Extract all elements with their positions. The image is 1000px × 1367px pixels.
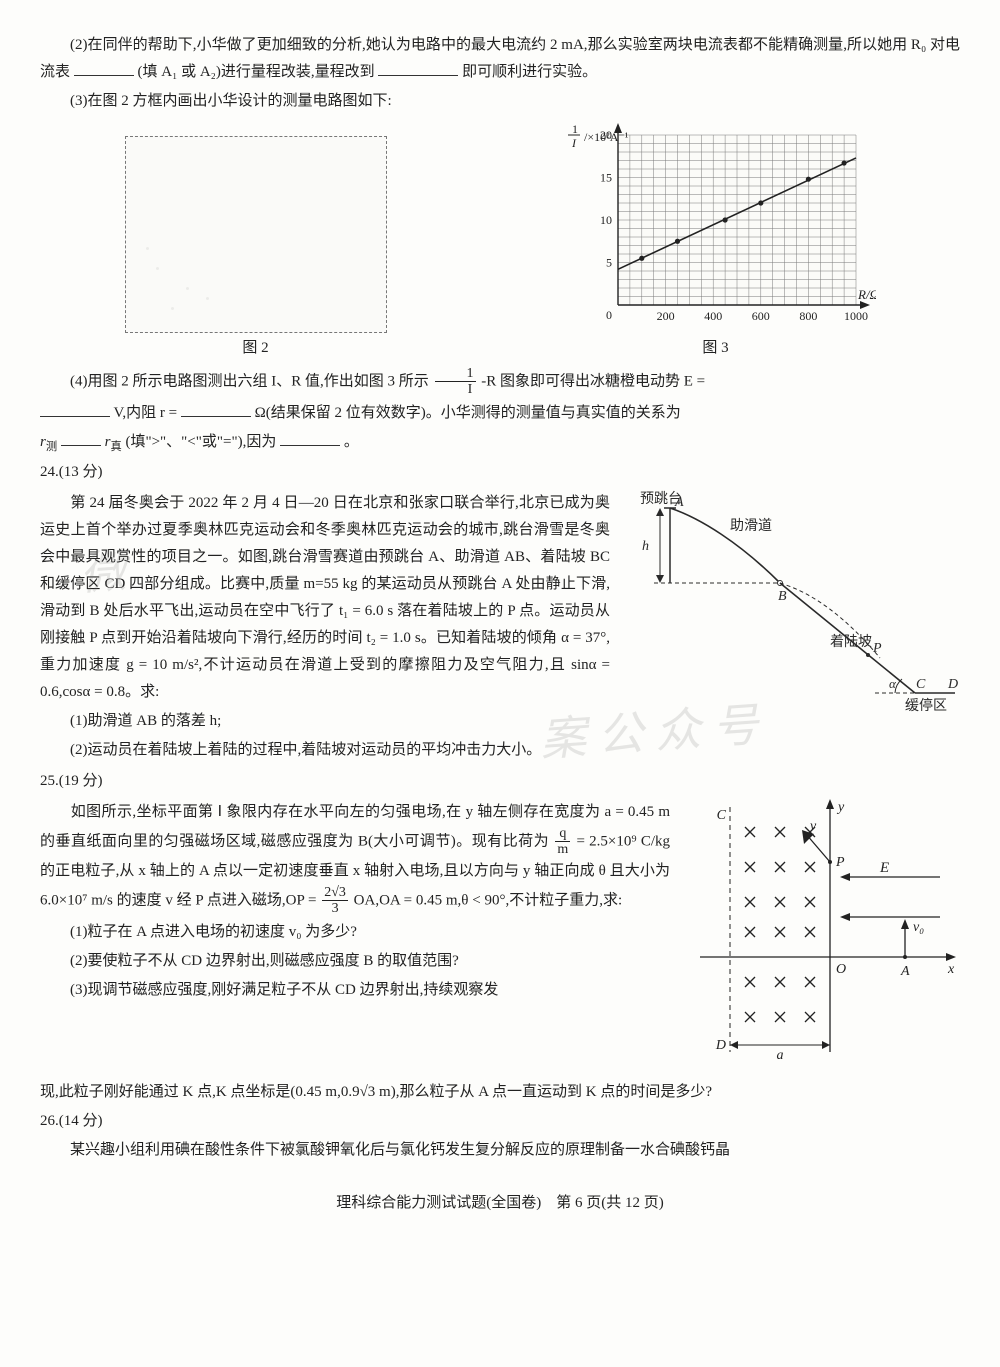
q24-row: 第 24 届冬奥会于 2022 年 2 月 4 日—20 日在北京和张家口联合举… [40, 488, 960, 766]
q23-p4-g: (填">"、"<"或"="),因为 [125, 434, 276, 450]
q23-part2-text-b: (填 A₁ 或 A₂)进行量程改装,量程改到 [138, 64, 375, 80]
q25-sub1: (1)粒子在 A 点进入电场的初速度 v₀ 为多少? [40, 919, 670, 946]
svg-text:1000: 1000 [844, 309, 868, 323]
q25-frac-op: 2√3 3 [322, 885, 348, 917]
q23-part4-line2: V,内阻 r = Ω(结果保留 2 位有效数字)。小华测得的测量值与真实值的关系… [40, 400, 960, 427]
svg-text:E: E [879, 860, 889, 876]
q23-p4-d: Ω(结果保留 2 位有效数字)。小华测得的测量值与真实值的关系为 [255, 405, 681, 421]
q25-figure: C Da y x O A P Ev v₀ [680, 797, 960, 1077]
q23-p4-sub-true: 真 [110, 441, 121, 453]
svg-text:助滑道: 助滑道 [730, 517, 772, 534]
q25-tail: 现,此粒子刚好能通过 K 点,K 点坐标是(0.45 m,0.9√3 m),那么… [40, 1079, 960, 1106]
svg-text:P: P [835, 855, 845, 870]
svg-text:y: y [836, 800, 845, 815]
q25-sub2: (2)要使粒子不从 CD 边界射出,则磁感应强度 B 的取值范围? [40, 948, 670, 975]
q23-blank-compare [61, 430, 101, 446]
q23-part3: (3)在图 2 方框内画出小华设计的测量电路图如下: [40, 88, 960, 115]
svg-text:800: 800 [799, 309, 817, 323]
q24-body: 第 24 届冬奥会于 2022 年 2 月 4 日—20 日在北京和张家口联合举… [40, 490, 610, 706]
q25-body: 如图所示,坐标平面第 Ⅰ 象限内存在水平向左的匀强电场,在 y 轴左侧存在宽度为… [40, 799, 670, 917]
figure-3-chart: 200400600800100051015200R/Ω1I/×10²A⁻¹ [556, 123, 876, 333]
svg-text:A: A [900, 964, 910, 979]
q24-svg: 预跳台Ah助滑道B着陆坡PαCD缓停区 [620, 488, 960, 738]
q23-part2-text-c: 即可顺利进行实验。 [462, 64, 597, 80]
q23-blank-range [378, 60, 458, 76]
svg-text:P: P [872, 641, 882, 656]
figure-2-dashbox [125, 136, 387, 333]
q24-figure: 预跳台Ah助滑道B着陆坡PαCD缓停区 [620, 488, 960, 748]
svg-text:/×10²A⁻¹: /×10²A⁻¹ [584, 130, 629, 144]
q25-frac-op-num: 2√3 [322, 885, 348, 901]
q23-frac-1overI: 1 I [435, 366, 476, 398]
svg-text:x: x [947, 962, 955, 977]
svg-text:v: v [810, 819, 817, 834]
q23-blank-a1a2 [74, 60, 134, 76]
q23-blank-E [40, 401, 110, 417]
q25-svg: C Da y x O A P Ev v₀ [680, 797, 960, 1067]
q25-frac-qm-den: m [555, 842, 570, 857]
q24-text: 第 24 届冬奥会于 2022 年 2 月 4 日—20 日在北京和张家口联合举… [40, 488, 610, 766]
q25-header: 25.(19 分) [40, 768, 960, 795]
svg-text:α: α [889, 676, 897, 691]
q26-body: 某兴趣小组利用碘在酸性条件下被氯酸钾氧化后与氯化钙发生复分解反应的原理制备一水合… [40, 1137, 960, 1164]
q26-header: 26.(14 分) [40, 1108, 960, 1135]
svg-text:v₀: v₀ [913, 920, 924, 935]
svg-text:600: 600 [751, 309, 769, 323]
q25-frac-qm-num: q [555, 826, 570, 842]
svg-text:1: 1 [572, 123, 578, 136]
q24-sub1: (1)助滑道 AB 的落差 h; [40, 708, 610, 735]
q25-sub3: (3)现调节磁感应强度,刚好满足粒子不从 CD 边界射出,持续观察发 [40, 977, 670, 1004]
svg-text:400: 400 [704, 309, 722, 323]
q25-frac-qm: q m [555, 826, 570, 858]
q23-part4-line3: r测 r真 (填">"、"<"或"="),因为 。 [40, 429, 960, 457]
q23-p4-b: -R 图象即可得出冰糖橙电动势 E = [481, 373, 705, 389]
svg-text:B: B [778, 589, 787, 604]
svg-text:C: C [717, 808, 727, 823]
svg-text:0: 0 [606, 308, 612, 322]
q23-part2: (2)在同伴的帮助下,小华做了更加细致的分析,她认为电路中的最大电流约 2 mA… [40, 32, 960, 86]
svg-text:D: D [947, 677, 958, 692]
q23-figure-row: 图 2 200400600800100051015200R/Ω1I/×10²A⁻… [40, 123, 960, 362]
figure-3-caption: 图 3 [702, 335, 728, 362]
q23-frac-num: 1 [435, 366, 476, 382]
svg-text:5: 5 [606, 256, 612, 270]
q23-blank-r [181, 401, 251, 417]
svg-text:R/Ω: R/Ω [857, 287, 876, 302]
svg-text:D: D [715, 1038, 726, 1053]
svg-text:着陆坡: 着陆坡 [830, 634, 872, 650]
q23-p4-c: V,内阻 r = [113, 405, 177, 421]
page-footer: 理科综合能力测试试题(全国卷) 第 6 页(共 12 页) [40, 1190, 960, 1217]
q23-blank-reason [280, 430, 340, 446]
svg-text:a: a [777, 1048, 784, 1063]
q24-header: 24.(13 分) [40, 459, 960, 486]
q25-text: 如图所示,坐标平面第 Ⅰ 象限内存在水平向左的匀强电场,在 y 轴左侧存在宽度为… [40, 797, 670, 1006]
svg-text:缓停区: 缓停区 [905, 697, 947, 714]
q23-p4-h: 。 [344, 434, 359, 450]
q23-frac-den: I [435, 382, 476, 397]
figure-3-box: 200400600800100051015200R/Ω1I/×10²A⁻¹ 图 … [556, 123, 876, 362]
q25-row: 如图所示,坐标平面第 Ⅰ 象限内存在水平向左的匀强电场,在 y 轴左侧存在宽度为… [40, 797, 960, 1077]
q25-frac-op-den: 3 [322, 901, 348, 916]
figure-2-caption: 图 2 [242, 335, 268, 362]
svg-text:15: 15 [600, 171, 612, 185]
q25-body-a: 如图所示,坐标平面第 Ⅰ 象限内存在水平向左的匀强电场,在 y 轴左侧存在宽度为… [40, 804, 670, 849]
svg-text:10: 10 [600, 213, 612, 227]
q24-sub2: (2)运动员在着陆坡上着陆的过程中,着陆坡对运动员的平均冲击力大小。 [40, 737, 610, 764]
q23-p4-a: (4)用图 2 所示电路图测出六组 I、R 值,作出如图 3 所示 [70, 373, 429, 389]
svg-text:A: A [674, 495, 684, 510]
q23-part4-line1: (4)用图 2 所示电路图测出六组 I、R 值,作出如图 3 所示 1 I -R… [40, 366, 960, 398]
svg-text:200: 200 [656, 309, 674, 323]
svg-text:C: C [916, 677, 926, 692]
q25-body-c: OA,OA = 0.45 m,θ < 90°,不计粒子重力,求: [354, 892, 622, 908]
svg-text:I: I [571, 136, 577, 150]
svg-text:h: h [642, 539, 649, 554]
svg-text:O: O [836, 962, 846, 977]
q23-p4-sub-meas: 测 [46, 441, 57, 453]
figure-2-box: 图 2 [125, 136, 387, 362]
